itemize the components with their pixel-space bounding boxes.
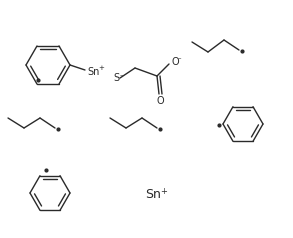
Text: O: O — [171, 57, 179, 67]
Text: S: S — [113, 73, 119, 83]
Text: +: + — [160, 187, 167, 195]
Text: Sn: Sn — [87, 67, 99, 77]
Text: +: + — [98, 65, 104, 71]
Text: Sn: Sn — [145, 188, 161, 202]
Text: –: – — [178, 55, 181, 61]
Text: O: O — [156, 96, 164, 106]
Text: –: – — [120, 72, 124, 78]
